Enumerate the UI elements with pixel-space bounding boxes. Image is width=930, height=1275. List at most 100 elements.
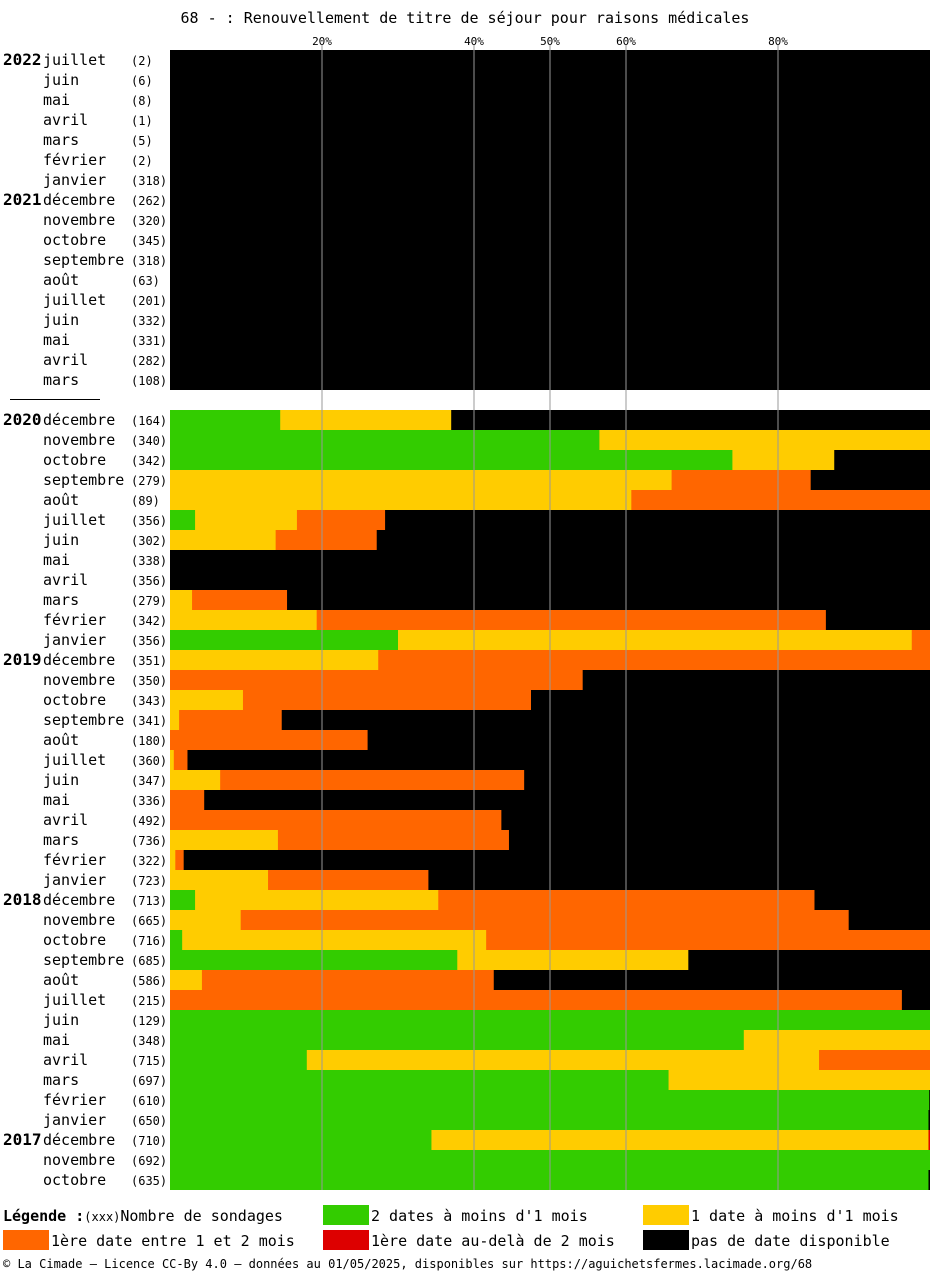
bar-segment-yellow [170,690,244,710]
bar-segment-yellow [170,610,318,630]
bar-segment-yellow [457,950,689,970]
month-label: juillet [43,991,106,1009]
bar-segment-orange [192,590,288,610]
bar-segment-orange [277,830,510,850]
bar-segment-green [170,1050,308,1070]
bar-segment-green [170,1070,669,1090]
month-label: décembre [43,411,115,429]
count-label: (2) [131,54,153,68]
month-label: septembre [43,251,124,269]
bar-segment-orange [170,990,903,1010]
month-label: octobre [43,451,106,469]
month-label: décembre [43,1131,115,1149]
count-label: (347) [131,774,167,788]
bars-group [170,50,930,1190]
year-label: 2022 [3,50,42,69]
legend-label-black: pas de date disponible [691,1232,890,1250]
bar-segment-orange [819,1050,930,1070]
bar-segment-green [170,890,196,910]
bar-segment-yellow [599,430,930,450]
x-tick-label: 50% [540,35,560,48]
legend-swatch-yellow [643,1205,689,1225]
month-label: juin [43,311,79,329]
count-label: (350) [131,674,167,688]
count-label: (89) [131,494,160,508]
bar-segment-black [531,690,930,710]
bar-segment-yellow [732,450,835,470]
bar-segment-yellow [170,650,379,670]
month-label: juillet [43,751,106,769]
count-label: (492) [131,814,167,828]
count-label: (716) [131,934,167,948]
month-label: septembre [43,471,124,489]
bar-segment-yellow [170,770,221,790]
month-label: mai [43,791,70,809]
bar-segment-orange [268,870,429,890]
month-label: novembre [43,211,115,229]
bar-segment-black [183,850,930,870]
bar-segment-green [170,450,733,470]
month-label: août [43,971,79,989]
bar-segment-yellow [195,890,439,910]
bar-segment-orange [378,650,930,670]
count-label: (650) [131,1114,167,1128]
count-label: (322) [131,854,167,868]
month-label: novembre [43,911,115,929]
legend-swatch-black [643,1230,689,1250]
bar-segment-green [170,930,183,950]
month-label: novembre [43,1151,115,1169]
bar-segment-green [170,950,458,970]
bar-segment-black [928,1170,930,1190]
month-label: octobre [43,231,106,249]
bar-segment-orange [175,850,185,870]
month-label: mars [43,1071,79,1089]
bar-segment-yellow [170,750,175,770]
month-label: mars [43,371,79,389]
count-label: (336) [131,794,167,808]
bar-segment-orange [240,910,850,930]
bar-segment-orange [275,530,378,550]
month-label: janvier [43,871,106,889]
month-label: novembre [43,671,115,689]
bar-segment-green [170,1110,929,1130]
month-label: décembre [43,891,115,909]
bar-segment-green [170,1170,929,1190]
bar-segment-orange [911,630,930,650]
count-label: (356) [131,514,167,528]
bar-segment-yellow [170,530,277,550]
copyright-footer: © La Cimade — Licence CC-By 4.0 — donnée… [3,1257,813,1271]
bar-segment-black [187,750,930,770]
bar-segment-orange [296,510,386,530]
month-label: juin [43,531,79,549]
year-label: 2017 [3,1130,42,1149]
year-label: 2020 [3,410,42,429]
bar-segment-orange [170,790,205,810]
month-label: octobre [43,691,106,709]
bar-segment-black [825,610,930,630]
bar-segment-yellow [431,1130,929,1150]
bar-segment-black [582,670,930,690]
count-label: (710) [131,1134,167,1148]
count-label: (723) [131,874,167,888]
month-label: octobre [43,931,106,949]
x-tick-label: 80% [768,35,788,48]
count-label: (610) [131,1094,167,1108]
count-label: (201) [131,294,167,308]
month-label: mars [43,131,79,149]
legend-swatch-orange [3,1230,49,1250]
bar-segment-yellow [195,510,298,530]
count-label: (665) [131,914,167,928]
bar-segment-black [814,890,930,910]
count-label: (108) [131,374,167,388]
bar-segment-black [281,710,930,730]
bar-segment-yellow [170,970,203,990]
month-label: avril [43,351,88,369]
month-label: juillet [43,291,106,309]
count-label: (360) [131,754,167,768]
bar-segment-orange [242,690,532,710]
bar-segment-orange [438,890,815,910]
bar-segment-orange [486,930,930,950]
month-label: juin [43,771,79,789]
x-tick-label: 20% [312,35,332,48]
count-label: (343) [131,694,167,708]
